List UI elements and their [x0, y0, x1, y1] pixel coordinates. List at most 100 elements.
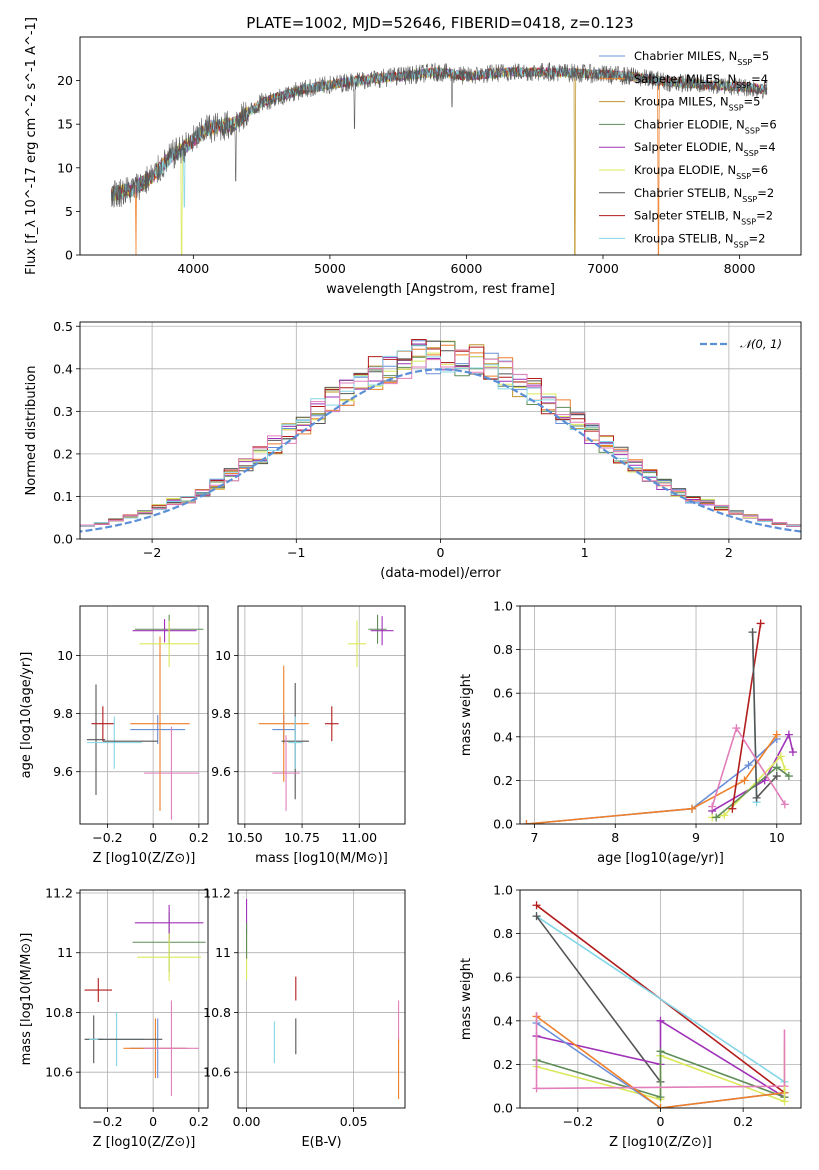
legend-entry: Kroupa ELODIE, NSSP=6 — [634, 163, 768, 181]
axes-Z_vs_mass: −0.2 0 0.2 10.6 10.8 11 11.2 Z [log10(Z/Z⊙)] mas… — [19, 885, 209, 1150]
weight-marker — [532, 901, 541, 910]
weight-marker — [732, 724, 741, 733]
y-tick-label: 0.4 — [53, 361, 73, 376]
axes-frame — [79, 321, 802, 540]
x-tick-label: −2 — [143, 545, 161, 560]
y-tick-label: 10 — [57, 648, 73, 663]
x-tick-label: 2 — [725, 545, 733, 560]
y-tick-label: 1.0 — [493, 599, 513, 614]
weight-marker — [780, 800, 789, 809]
x-tick-label: 6000 — [451, 261, 483, 276]
axes-frame — [519, 889, 802, 1109]
y-tick-label: 11.2 — [45, 885, 73, 900]
y-tick-label: 0.8 — [493, 926, 513, 941]
axes-mass_vs_age: 10.50 10.75 11.00 9.6 9.8 10 mass [log10(M/M⊙)… — [211, 605, 406, 866]
weight-marker — [784, 730, 793, 739]
weight-marker — [687, 804, 696, 813]
axes-frame — [237, 889, 406, 1109]
x-tick-label: −0.2 — [92, 830, 122, 845]
y-tick-label: 11 — [57, 945, 73, 960]
x-tick-label: 0.2 — [189, 1114, 209, 1129]
x-tick-label: −0.2 — [563, 1114, 593, 1129]
x-tick-label: 7 — [531, 830, 539, 845]
weight-line — [526, 738, 778, 824]
x-tick-label: 0 — [149, 830, 157, 845]
weight-marker — [752, 793, 761, 802]
y-tick-label: 0.8 — [493, 642, 513, 657]
figure-title: PLATE=1002, MJD=52646, FIBERID=0418, z=0… — [246, 14, 633, 32]
axes-spectrum: 4000 5000 6000 7000 8000 0 5 10 15 20 wavelength [… — [24, 17, 802, 297]
weight-marker — [656, 1016, 665, 1025]
y-tick-label: 0.2 — [493, 773, 513, 788]
axes-frame — [79, 36, 802, 256]
legend-entry: Salpeter MILES, NSSP=4 — [634, 72, 768, 90]
axes-ebv_vs_mass: 0.00 0.05 10.6 10.8 11 11.2 E(B-V) — [203, 885, 406, 1150]
y-tick-label: 0.3 — [53, 404, 73, 419]
axes-residual_histogram: −2 −1 0 1 2 0.0 0.1 0.2 0.3 0.4 0.5 (data-model)/er… — [24, 319, 802, 581]
x-axis-label: (data-model)/error — [380, 566, 501, 581]
x-axis-label: Z [log10(Z/Z⊙)] — [609, 1135, 712, 1150]
plot-area — [86, 614, 204, 820]
y-tick-label: 10.6 — [203, 1065, 231, 1080]
y-tick-label: 10.8 — [203, 1005, 231, 1020]
y-axis-label: mass weight — [459, 958, 474, 1040]
axes-Z_vs_weight: −0.2 0 0.2 0.0 0.2 0.4 0.6 0.8 1.0 Z [log10(Z/Z⊙)… — [459, 883, 802, 1150]
y-tick-label: 9.6 — [211, 764, 231, 779]
x-tick-label: 0 — [437, 545, 445, 560]
x-tick-label: 10.50 — [227, 830, 263, 845]
weight-line — [536, 1019, 785, 1098]
normal-curve — [80, 368, 801, 533]
plot-area — [84, 904, 206, 1097]
y-tick-label: 10 — [57, 160, 73, 175]
gridlines — [238, 890, 405, 1108]
y-tick-label: 0.2 — [53, 446, 73, 461]
weight-marker — [744, 761, 753, 770]
gridlines — [80, 606, 208, 824]
weight-line — [536, 1015, 785, 1108]
spectrum-line — [111, 61, 768, 208]
y-axis-label: mass [log10(M/M⊙)] — [19, 933, 34, 1066]
legend-entry: Chabrier STELIB, NSSP=2 — [634, 186, 774, 204]
y-axis-label: Flux [f_λ 10^-17 erg cm^-2 s^-1 A^-1] — [24, 17, 39, 275]
x-tick-label: 0 — [657, 1114, 665, 1129]
y-tick-label: 0.0 — [493, 1101, 513, 1116]
weight-marker — [748, 628, 757, 637]
legend-entry: Salpeter ELODIE, NSSP=4 — [634, 140, 776, 158]
x-axis-label: wavelength [Angstrom, rest frame] — [326, 282, 555, 297]
plot-area — [80, 339, 801, 533]
y-tick-label: 9.8 — [211, 706, 231, 721]
x-tick-label: 1 — [581, 545, 589, 560]
x-tick-label: 4000 — [177, 261, 209, 276]
weight-marker — [532, 912, 541, 921]
gridlines — [80, 890, 208, 1108]
x-tick-label: 8 — [611, 830, 619, 845]
weight-marker — [656, 1047, 665, 1056]
plot-area — [522, 619, 797, 824]
x-tick-label: 0 — [149, 1114, 157, 1129]
y-tick-label: 9.8 — [53, 706, 73, 721]
weight-marker — [788, 748, 797, 757]
x-tick-label: 10 — [769, 830, 785, 845]
weight-marker — [522, 820, 531, 824]
plot-area — [532, 901, 789, 1108]
spectrum-legend: Chabrier MILES, NSSP=5 Salpeter MILES, NS… — [599, 49, 777, 249]
y-tick-label: 10.6 — [45, 1065, 73, 1080]
legend-entry: 𝒩(0, 1) — [740, 337, 782, 351]
x-tick-label: 8000 — [724, 261, 756, 276]
y-axis-label: age [log10(age/yr)] — [19, 652, 34, 779]
weight-marker — [756, 619, 765, 628]
weight-line — [536, 1050, 785, 1099]
y-tick-label: 5 — [65, 204, 73, 219]
x-axis-label: age [log10(age/yr)] — [597, 851, 724, 866]
weight-marker — [784, 772, 793, 781]
weight-marker — [776, 752, 785, 761]
weight-marker — [772, 763, 781, 772]
weight-line — [536, 915, 785, 1083]
axes-Z_vs_age: −0.2 0 0.2 9.6 9.8 10 Z [log10(Z/Z⊙)] age [log1… — [19, 605, 209, 866]
x-tick-label: 0.2 — [733, 1114, 753, 1129]
axes-frame — [237, 605, 406, 825]
x-axis-label: E(B-V) — [301, 1135, 341, 1150]
weight-line — [535, 915, 662, 1083]
axes-age_vs_weight: 7 8 9 10 0.0 0.2 0.4 0.6 0.8 1.0 age [log10(age/yr… — [459, 599, 802, 866]
